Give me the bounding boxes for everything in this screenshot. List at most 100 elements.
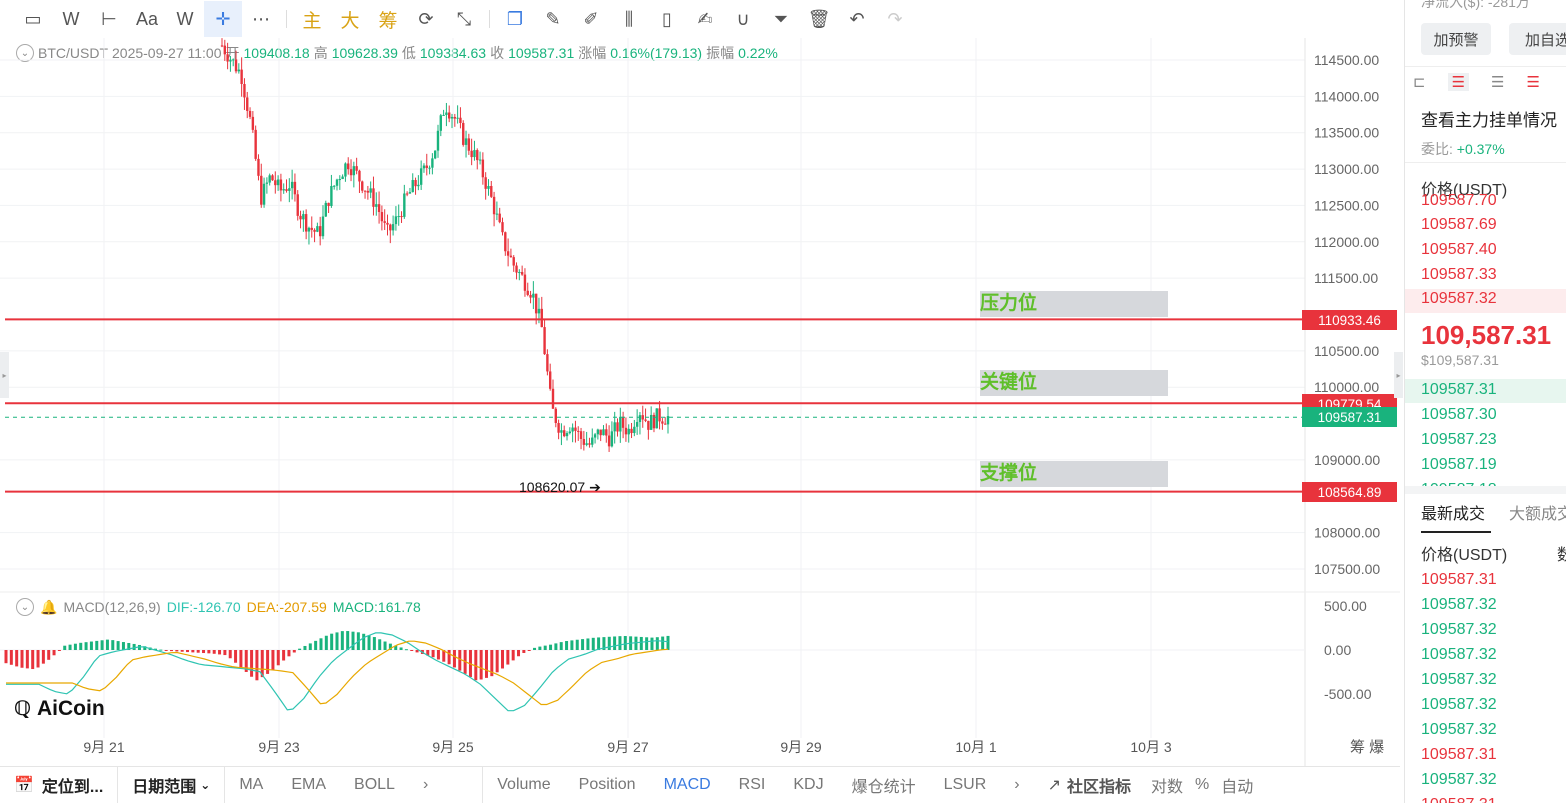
horizontal-line-icon[interactable]: ⊢	[101, 8, 117, 29]
candle-body	[515, 265, 518, 273]
candles-icon[interactable]: ⫼	[624, 8, 634, 29]
refresh-icon[interactable]: ⟳	[418, 8, 434, 29]
date-range-button[interactable]: 日期范围 ⌄	[118, 767, 224, 803]
macd-bar	[153, 648, 157, 650]
candle-body	[532, 293, 535, 298]
trash-icon[interactable]: 🗑	[807, 8, 831, 29]
view-mode-icon[interactable]: ⊏	[1413, 74, 1426, 91]
indicator-macd[interactable]: MACD	[663, 776, 711, 793]
bell-icon[interactable]: 🔔	[40, 598, 58, 615]
bottom-bar: 📅 定位到... 日期范围 ⌄ MA EMA BOLL › Volume Posit…	[0, 766, 1400, 803]
macd-bar	[447, 650, 451, 665]
clipboard-icon[interactable]: ▯	[662, 8, 672, 29]
tab-large-trades[interactable]: 大额成交	[1509, 506, 1566, 523]
support-box[interactable]	[980, 461, 1168, 487]
candle-body	[498, 213, 501, 223]
indicator-boll[interactable]: BOLL	[354, 776, 395, 793]
macd-bar	[132, 643, 136, 650]
macd-bar	[618, 636, 622, 650]
chip-button[interactable]: 筹	[378, 10, 398, 32]
price-axis-label: 110000.00	[1314, 379, 1379, 395]
resistance-box[interactable]	[980, 291, 1168, 317]
locate-button[interactable]: 📅 定位到...	[0, 767, 117, 803]
candle-body	[246, 97, 249, 111]
macd-bar	[319, 638, 323, 650]
trades-price-header: 价格(USDT)	[1421, 547, 1508, 564]
bid-row[interactable]: 109587.23	[1421, 431, 1497, 448]
orderbook-title[interactable]: 查看主力挂单情况	[1421, 111, 1557, 130]
candle-body	[223, 45, 227, 55]
indicator-ema[interactable]: EMA	[291, 776, 327, 793]
candle-body	[588, 443, 591, 445]
left-collapse-handle[interactable]: ▸	[0, 352, 9, 398]
edit-icon[interactable]: ✍	[697, 8, 713, 29]
indicator-liquidation[interactable]: 爆仓统计	[851, 779, 916, 796]
divider	[1405, 66, 1566, 67]
magnet-icon[interactable]: ∪	[736, 8, 750, 29]
right-collapse-handle[interactable]: ▸	[1394, 352, 1403, 398]
ruler-icon[interactable]: ✎	[545, 8, 561, 29]
indicator-position[interactable]: Position	[578, 776, 636, 793]
view-bids-icon[interactable]: ☰	[1526, 74, 1540, 91]
candle-body	[596, 429, 600, 435]
macd-bar	[223, 650, 227, 656]
view-both-icon[interactable]: ☰	[1447, 73, 1470, 91]
log-scale-toggle[interactable]: 对数	[1151, 779, 1184, 796]
rectangle-icon[interactable]: ▭	[24, 8, 42, 29]
main-button[interactable]: 主	[302, 10, 322, 32]
measure-icon[interactable]: ⤡	[456, 8, 472, 29]
bid-row[interactable]: 109587.31	[1421, 381, 1497, 398]
crosshair-icon[interactable]: ✛	[204, 1, 242, 37]
macd-bar	[655, 637, 659, 650]
collapse-icon[interactable]: ⌄	[16, 598, 34, 616]
text-button[interactable]: Aa	[135, 8, 159, 29]
redo-icon[interactable]: ↷	[887, 8, 903, 29]
bid-row[interactable]: 109587.30	[1421, 406, 1497, 423]
view-asks-icon[interactable]: ☰	[1491, 74, 1505, 91]
time-axis-label: 9月 29	[780, 739, 821, 755]
price-axis-label: 113000.00	[1314, 161, 1379, 177]
ask-row[interactable]: 109587.40	[1421, 241, 1497, 258]
macd-bar	[164, 650, 168, 651]
macd-bar	[234, 650, 238, 663]
indicator-rsi[interactable]: RSI	[738, 776, 766, 793]
collapse-icon[interactable]: ⌄	[16, 44, 34, 62]
filter-icon[interactable]: ⏷	[773, 8, 789, 29]
indicator-kdj[interactable]: KDJ	[793, 776, 824, 793]
date-range-label: 日期范围	[132, 779, 197, 796]
more-icon[interactable]: ⋯	[252, 8, 270, 29]
chevron-right-icon[interactable]: ›	[422, 776, 429, 793]
candle-body	[487, 186, 490, 189]
candle-body	[492, 196, 496, 215]
indicator-lsur[interactable]: LSUR	[943, 776, 987, 793]
undo-icon[interactable]: ↶	[849, 8, 865, 29]
macd-bar	[239, 650, 243, 668]
ask-row[interactable]: 109587.69	[1421, 216, 1497, 233]
ask-row[interactable]: 109587.32	[1421, 290, 1497, 307]
indicator-volume[interactable]: Volume	[497, 776, 551, 793]
chevron-right-icon[interactable]: ›	[1014, 776, 1020, 793]
price-chart[interactable]: 114500.00 114000.00 113500.00 113000.00 1125…	[0, 38, 1400, 766]
tab-latest-trades[interactable]: 最新成交	[1421, 506, 1486, 523]
ask-row[interactable]: 109587.70	[1421, 192, 1497, 209]
layers-icon[interactable]: ❐	[506, 8, 524, 29]
candle-body	[504, 232, 507, 252]
fib-icon[interactable]: W	[176, 8, 194, 29]
candle-body	[265, 182, 269, 184]
bid-row[interactable]: 109587.19	[1421, 456, 1497, 473]
big-button[interactable]: 大	[340, 10, 360, 32]
wave-icon[interactable]: W	[62, 8, 80, 29]
ask-row[interactable]: 109587.33	[1421, 266, 1497, 283]
indicator-ma[interactable]: MA	[239, 776, 264, 793]
add-alert-button[interactable]: 加预警	[1421, 23, 1491, 55]
auto-scale-toggle[interactable]: 自动	[1221, 779, 1254, 796]
pen-icon[interactable]: ✐	[583, 8, 599, 29]
percent-scale-toggle[interactable]: %	[1195, 776, 1210, 793]
add-watchlist-button[interactable]: 加自选	[1509, 23, 1566, 55]
candle-body	[307, 227, 311, 232]
candle-body	[579, 431, 583, 439]
key-level-box[interactable]	[980, 370, 1168, 396]
community-indicators-button[interactable]: ↗ 社区指标	[1034, 767, 1145, 803]
low-label: 低	[401, 45, 416, 61]
candle-body	[347, 163, 350, 170]
